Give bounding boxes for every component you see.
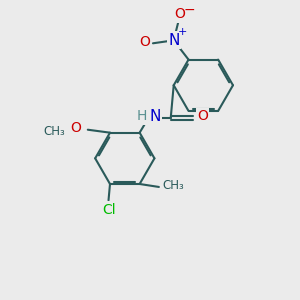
Text: H: H — [137, 110, 147, 123]
Text: −: − — [184, 3, 195, 17]
Text: O: O — [174, 7, 185, 21]
Text: O: O — [139, 35, 150, 49]
Text: O: O — [197, 110, 208, 123]
Text: CH₃: CH₃ — [162, 179, 184, 192]
Text: +: + — [177, 27, 187, 37]
Text: Cl: Cl — [102, 203, 116, 217]
Text: N: N — [149, 109, 161, 124]
Text: N: N — [168, 33, 179, 48]
Text: CH₃: CH₃ — [43, 125, 65, 138]
Text: O: O — [70, 121, 81, 135]
